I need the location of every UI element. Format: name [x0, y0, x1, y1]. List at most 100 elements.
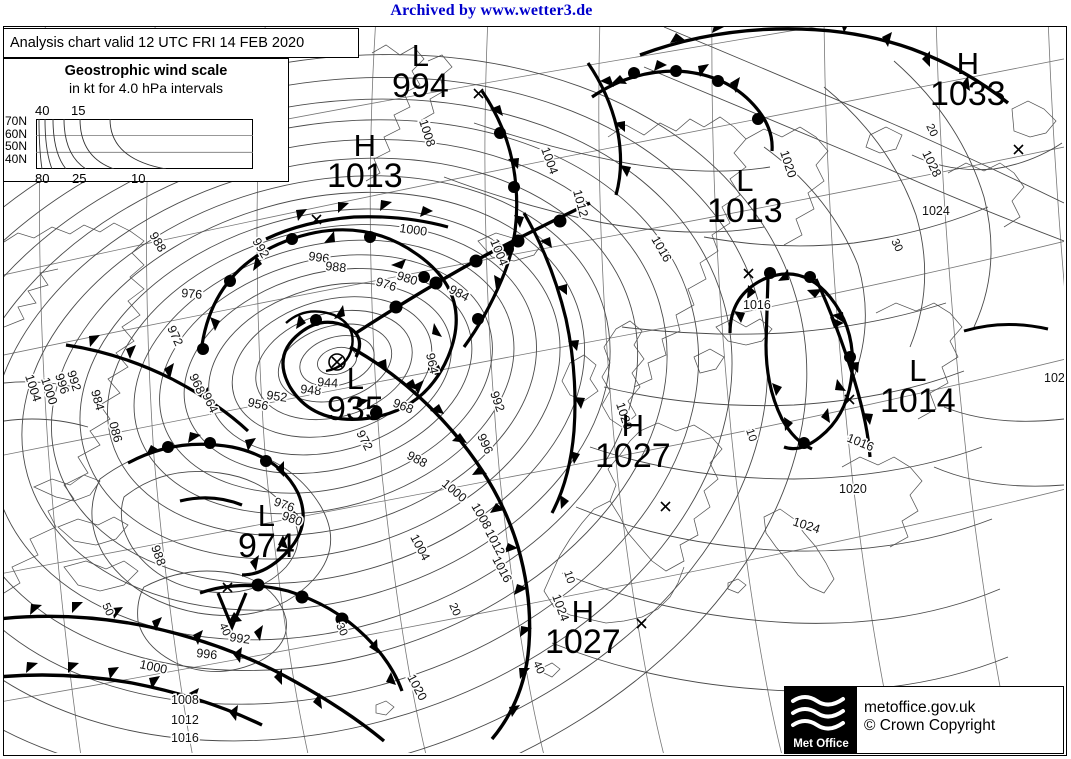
- pressure-centre-letter: L: [909, 353, 927, 388]
- grid-label: 20: [446, 601, 462, 618]
- met-office-text: metoffice.gov.uk © Crown Copyright: [857, 687, 1063, 753]
- cold-front-north-sea-trail: [814, 278, 872, 458]
- isobar-label: 1000: [138, 657, 168, 676]
- isobar-label: 992: [487, 389, 507, 413]
- occluded-front-inner: [285, 310, 354, 373]
- isobar-label: 976: [181, 286, 203, 302]
- front-974-centre: [199, 583, 404, 692]
- wind-scale-curves: [36, 119, 253, 169]
- isobar-label: 996: [52, 372, 72, 396]
- svg-text:964: 964: [423, 352, 441, 375]
- isobar-label: 1020: [839, 482, 867, 496]
- front-far-right: [963, 323, 1049, 333]
- isobar-label: 976: [374, 275, 398, 295]
- isobar-label: 1004: [538, 145, 561, 176]
- pressure-centre-h-1027: H 1027: [545, 596, 621, 659]
- isobar-label: 992: [64, 369, 84, 393]
- isobar-label: 976: [272, 495, 296, 515]
- isobar-label: 996: [474, 431, 496, 456]
- cold-front-east-iceland-symbols: [540, 237, 585, 509]
- pressure-centre-h-1033: H 1033: [930, 48, 1006, 111]
- chart-title-text: Analysis chart valid 12 UTC FRI 14 FEB 2…: [10, 35, 305, 51]
- pressure-centre-letter: H: [956, 46, 980, 81]
- svg-text:996: 996: [52, 372, 72, 396]
- svg-text:1016: 1016: [171, 731, 199, 745]
- met-office-logo: Met Office metoffice.gov.uk © Crown Copy…: [784, 686, 1064, 754]
- svg-text:10: 10: [561, 569, 576, 585]
- archive-credit: Archived by www.wetter3.de: [390, 2, 593, 19]
- svg-text:984: 984: [88, 388, 107, 412]
- pressure-centre-value: 1027: [545, 623, 621, 661]
- pressure-centre-letter: L: [736, 163, 754, 198]
- isobar-label: 1004: [407, 532, 432, 563]
- svg-text:1016: 1016: [743, 298, 771, 312]
- cold-front-long: [349, 345, 532, 741]
- grid-label: 20: [923, 122, 939, 139]
- isobar-label: 1024: [922, 204, 950, 218]
- cold-front-greenland-symbols: [296, 200, 433, 221]
- svg-text:944: 944: [317, 375, 339, 390]
- svg-text:956: 956: [246, 395, 269, 413]
- wind-top-label-15: 15: [71, 103, 86, 118]
- pressure-centre-h-1027: H 1027: [595, 410, 671, 473]
- isobar-labels: 1008100810001000100410041012101210161016…: [21, 116, 1064, 747]
- isobar-label: 972: [353, 428, 375, 453]
- isobar-label: 944: [317, 375, 339, 390]
- grid-label: 10: [561, 569, 576, 585]
- wind-top-label-40: 40: [35, 103, 50, 118]
- isobar-label: 1000: [399, 221, 429, 239]
- svg-text:988: 988: [325, 259, 347, 275]
- occluded-front-974-symbols: [146, 432, 300, 571]
- isobar-label: 996: [308, 249, 331, 266]
- isobar-label: 1008: [171, 693, 199, 707]
- svg-text:1024: 1024: [922, 204, 950, 218]
- met-office-brand: Met Office: [793, 738, 849, 750]
- cold-front-southwest-2: [4, 673, 263, 727]
- cold-front-top-right-symbols: [670, 27, 970, 91]
- isobar-label: 1008: [468, 501, 494, 532]
- isobar-label: 952: [266, 388, 289, 405]
- isobar-label: 984: [447, 282, 472, 304]
- pressure-centre-letter: H: [571, 594, 595, 629]
- svg-text:1020: 1020: [1044, 371, 1064, 385]
- svg-text:1008: 1008: [171, 693, 199, 707]
- pressure-centre-letter: L: [346, 361, 364, 396]
- chart-title-box: Analysis chart valid 12 UTC FRI 14 FEB 2…: [3, 28, 359, 58]
- cold-front-east-iceland: [522, 212, 577, 514]
- isobar-label: 996: [196, 646, 218, 662]
- cold-front-upper-middle: [586, 62, 623, 196]
- grid-label: 30: [333, 621, 349, 638]
- pressure-centre-value: 994: [392, 67, 449, 105]
- pressure-centre-l-994: L 994: [392, 40, 449, 103]
- isobar-label: 992: [229, 630, 252, 647]
- isobar-label: 964: [423, 352, 441, 375]
- isobar-label: 984: [88, 388, 107, 412]
- occluded-front-iceland-symbols: [472, 105, 524, 325]
- svg-text:976: 976: [181, 286, 203, 302]
- cold-front-southwest-symbols: [30, 602, 322, 709]
- svg-text:10: 10: [743, 427, 758, 443]
- cold-front-labrador: [65, 343, 250, 433]
- isobar-label: 1012: [171, 713, 199, 727]
- cold-front-southwest-2-symbols: [26, 662, 238, 721]
- synoptic-map: 1008100810001000100410041012101210161016…: [4, 27, 1064, 753]
- pressure-centre-value: 1013: [327, 157, 403, 195]
- isobar-label: 988: [148, 543, 168, 567]
- isobar-label: 980: [395, 269, 419, 289]
- svg-text:952: 952: [266, 388, 289, 405]
- isobar-label: 988: [325, 259, 347, 275]
- front-974-centre-symbols: [228, 578, 396, 685]
- svg-text:996: 996: [196, 646, 218, 662]
- wind-bot-label-25: 25: [72, 171, 87, 186]
- wind-scale-graph: [36, 119, 253, 169]
- isobar-label: 1008: [416, 118, 438, 149]
- wind-lat-50n: 50N: [5, 139, 28, 154]
- isobar-label: 1000: [439, 477, 469, 506]
- isobar-label: 1024: [791, 515, 822, 537]
- pressure-centre-value: 1033: [930, 75, 1006, 113]
- grid-label: 50: [99, 601, 115, 618]
- wave-icon: [791, 695, 845, 731]
- occluded-front-norwegian-symbols: [612, 60, 764, 125]
